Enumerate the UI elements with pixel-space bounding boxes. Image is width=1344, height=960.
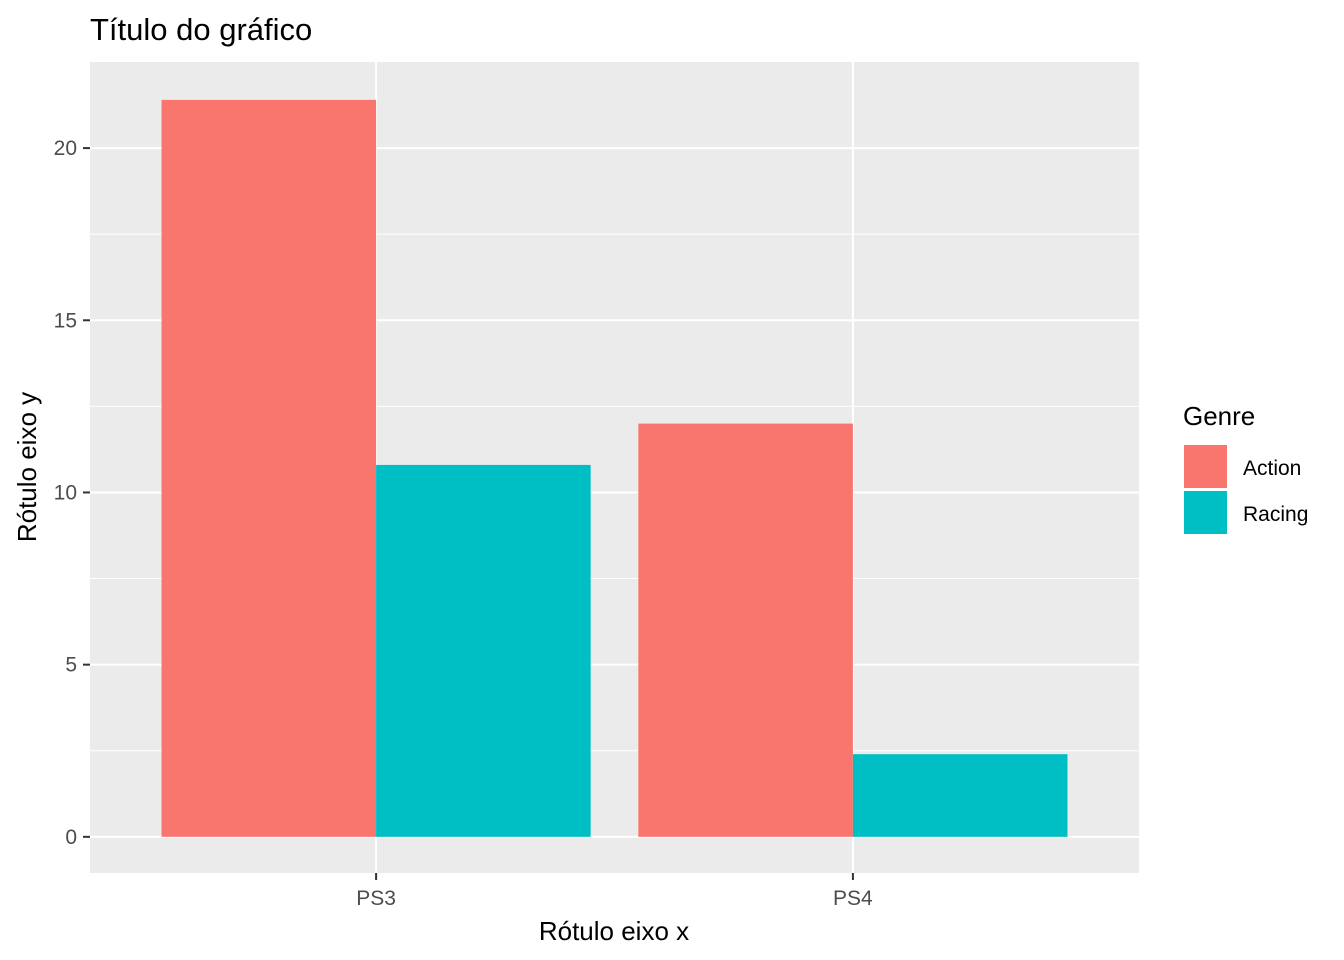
bar-action-ps4	[638, 423, 853, 837]
bar-action-ps3	[161, 99, 377, 837]
x-tick-label: PS3	[356, 887, 396, 910]
bar-racing-ps3	[376, 464, 591, 837]
y-tick-label: 15	[54, 309, 77, 332]
x-tick-label: PS4	[833, 887, 873, 910]
legend-items: Action Racing	[1184, 445, 1308, 534]
chart-title: Título do gráfico	[90, 12, 312, 47]
y-tick-label: 5	[65, 654, 77, 677]
y-tick-label: 20	[54, 137, 77, 160]
legend-label-action: Action	[1243, 457, 1301, 480]
y-axis: 0 5 10 15 20	[54, 137, 90, 849]
bar-racing-ps4	[852, 754, 1068, 837]
legend: Genre Action Racing	[1183, 401, 1308, 534]
legend-key-racing	[1184, 491, 1227, 534]
legend-label-racing: Racing	[1243, 503, 1308, 526]
x-axis: PS3 PS4	[356, 873, 873, 910]
x-axis-title: Rótulo eixo x	[539, 916, 689, 946]
bars	[161, 99, 1068, 837]
legend-key-action	[1184, 445, 1227, 488]
y-tick-label: 0	[65, 826, 77, 849]
legend-title: Genre	[1183, 401, 1255, 431]
y-tick-label: 10	[54, 481, 77, 504]
y-axis-title: Rótulo eixo y	[12, 392, 42, 542]
